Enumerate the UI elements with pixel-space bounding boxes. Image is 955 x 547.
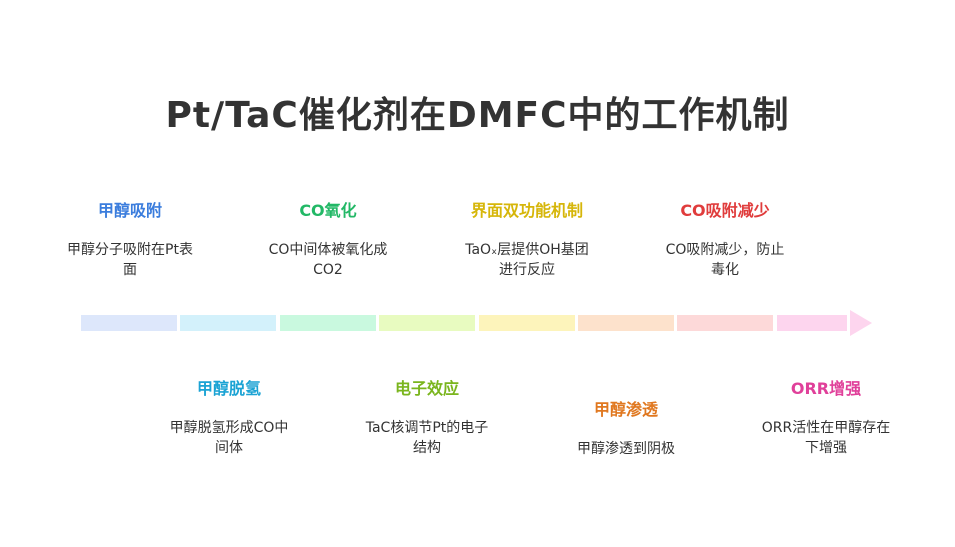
page-title: Pt/TaC催化剂在DMFC中的工作机制 <box>165 95 790 136</box>
step-bifunctional-mechanism: 界面双功能机制 TaOₓ层提供OH基团 进行反应 <box>442 201 612 280</box>
step-methanol-adsorption: 甲醇吸附 甲醇分子吸附在Pt表面 <box>45 201 215 280</box>
step-title: 甲醇吸附 <box>97 201 162 220</box>
step-co-adsorption-reduced: CO吸附减少 CO吸附减少，防止 毒化 <box>640 201 810 280</box>
step-title: CO吸附减少 <box>680 201 770 220</box>
step-title: 界面双功能机制 <box>470 201 583 220</box>
step-methanol-crossover: 甲醇渗透 甲醇渗透到阴极 <box>541 400 711 459</box>
step-desc: TaC核调节Pt的电子 结构 <box>365 420 489 456</box>
timeline-segment <box>81 315 177 331</box>
step-methanol-dehydrogenation: 甲醇脱氢 甲醇脱氢形成CO中 间体 <box>144 379 314 458</box>
step-desc: CO中间体被氧化成 CO2 <box>268 242 388 278</box>
timeline-segment <box>279 315 376 331</box>
step-title: 甲醇脱氢 <box>196 379 261 398</box>
step-title: ORR增强 <box>790 379 862 398</box>
step-desc: 甲醇脱氢形成CO中 间体 <box>169 420 289 456</box>
timeline-segment <box>776 315 847 331</box>
step-title: CO氧化 <box>299 201 357 220</box>
step-desc: 甲醇渗透到阴极 <box>577 441 675 457</box>
timeline-segment <box>379 315 476 331</box>
timeline-segment <box>180 315 277 331</box>
timeline-segment <box>478 315 575 331</box>
step-co-oxidation: CO氧化 CO中间体被氧化成 CO2 <box>243 201 413 280</box>
step-desc: 甲醇分子吸附在Pt表面 <box>67 242 193 278</box>
timeline-segment <box>578 315 674 331</box>
step-title: 电子效应 <box>394 379 459 398</box>
step-title: 甲醇渗透 <box>593 400 658 419</box>
timeline-arrow-head-icon <box>850 310 872 336</box>
step-desc: TaOₓ层提供OH基团 进行反应 <box>465 242 589 278</box>
step-electronic-effect: 电子效应 TaC核调节Pt的电子 结构 <box>342 379 512 458</box>
step-desc: CO吸附减少，防止 毒化 <box>665 242 785 278</box>
timeline-segment <box>677 315 774 331</box>
step-orr-enhanced: ORR增强 ORR活性在甲醇存在 下增强 <box>741 379 911 458</box>
step-desc: ORR活性在甲醇存在 下增强 <box>761 420 891 456</box>
